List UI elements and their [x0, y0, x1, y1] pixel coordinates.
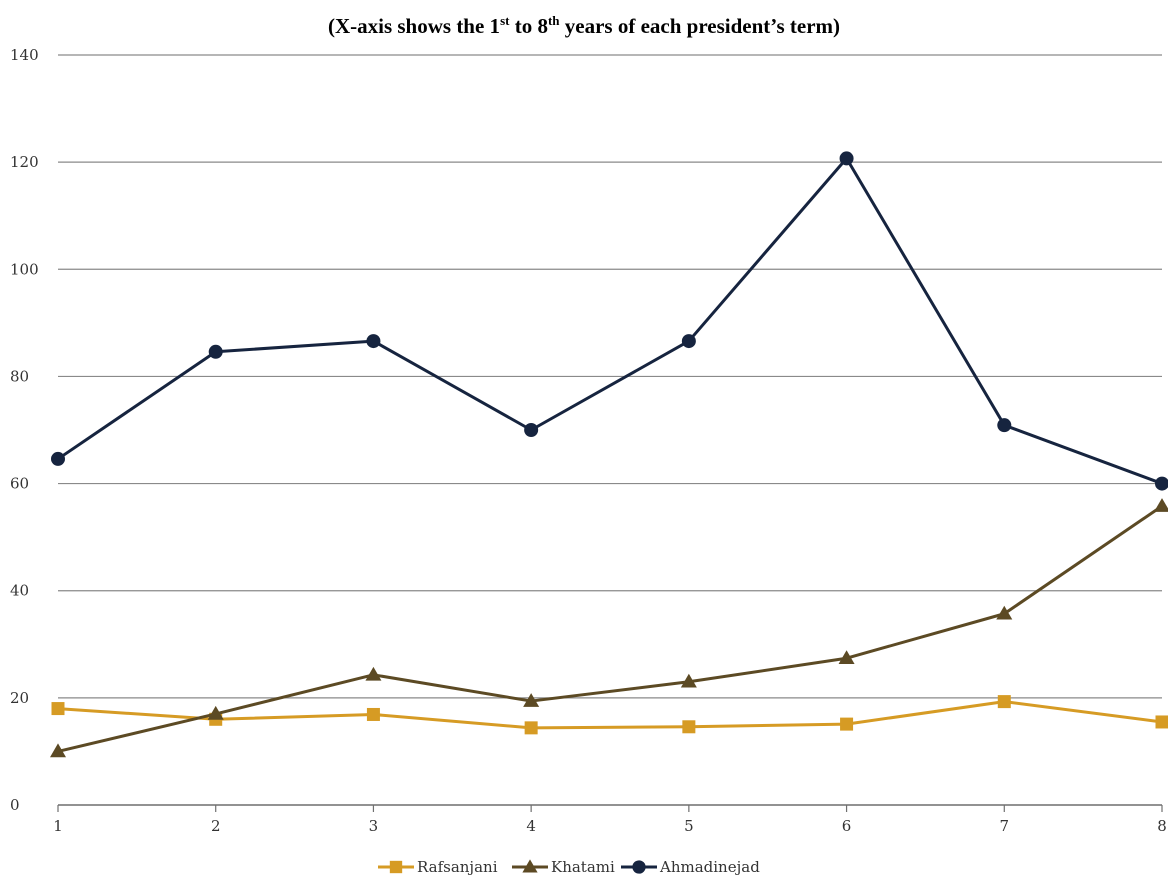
chart-title-prefix: (X-axis shows the 1 — [328, 14, 500, 38]
data-point-khatami — [1154, 498, 1168, 512]
data-point-ahmadinejad — [997, 418, 1012, 433]
legend-label: Khatami — [551, 858, 615, 876]
data-point-khatami — [680, 673, 697, 688]
chart-title-suffix: years of each president’s term) — [560, 14, 841, 38]
data-point-rafsanjani — [524, 721, 538, 735]
data-point-khatami — [365, 666, 382, 681]
x-tick-label: 6 — [842, 817, 852, 835]
data-point-khatami — [523, 693, 540, 707]
legend-marker-circle — [632, 860, 646, 874]
data-point-khatami — [838, 650, 855, 664]
y-tick-label: 140 — [10, 46, 39, 64]
x-tick-label: 1 — [53, 817, 63, 835]
data-point-rafsanjani — [840, 717, 854, 731]
x-tick-label: 8 — [1157, 817, 1167, 835]
axes: 0 20 40 60 80 100 120 140 1 2 3 4 5 6 7 8 — [10, 46, 1167, 835]
data-point-rafsanjani — [366, 707, 380, 721]
series-line-rafsanjani — [57, 700, 1163, 730]
data-point-ahmadinejad — [839, 151, 854, 166]
y-tick-label: 120 — [10, 153, 39, 171]
x-tick-label: 2 — [211, 817, 221, 835]
x-tick-label: 5 — [684, 817, 694, 835]
x-tick-label: 7 — [1000, 817, 1010, 835]
legend-label: Ahmadinejad — [659, 858, 760, 876]
series-lines — [50, 151, 1168, 758]
data-point-ahmadinejad — [1155, 476, 1168, 491]
y-tick-label: 100 — [10, 260, 39, 278]
data-point-khatami — [50, 743, 66, 758]
series-line-ahmadinejad — [57, 156, 1163, 485]
data-point-rafsanjani — [997, 695, 1011, 709]
data-point-ahmadinejad — [208, 344, 223, 359]
y-tick-label: 0 — [10, 796, 20, 814]
legend-label: Rafsanjani — [417, 858, 498, 876]
chart-title-sup1: st — [500, 13, 510, 28]
data-point-ahmadinejad — [51, 451, 65, 466]
data-point-khatami — [996, 605, 1013, 620]
legend: Rafsanjani Khatami Ahmadinejad — [378, 858, 760, 876]
y-tick-label: 60 — [10, 475, 29, 493]
y-tick-label: 40 — [10, 582, 29, 600]
series-line-khatami — [57, 504, 1163, 753]
y-tick-label: 20 — [10, 689, 29, 707]
chart-title: (X-axis shows the 1st to 8th years of ea… — [328, 13, 840, 38]
x-tick-label: 4 — [526, 817, 536, 835]
chart-title-middle: to 8 — [509, 14, 548, 38]
y-tick-label: 80 — [10, 367, 29, 385]
data-point-rafsanjani — [1155, 715, 1168, 729]
data-point-ahmadinejad — [681, 334, 696, 349]
gridlines — [58, 54, 1162, 699]
data-point-khatami — [207, 705, 224, 720]
data-point-rafsanjani — [51, 702, 65, 716]
chart-title-sup2: th — [548, 13, 560, 28]
data-point-ahmadinejad — [524, 423, 539, 437]
x-tick-label: 3 — [369, 817, 379, 835]
legend-marker-triangle — [522, 859, 538, 873]
data-point-ahmadinejad — [366, 334, 381, 349]
legend-marker-square — [389, 860, 403, 874]
data-point-rafsanjani — [682, 720, 696, 734]
